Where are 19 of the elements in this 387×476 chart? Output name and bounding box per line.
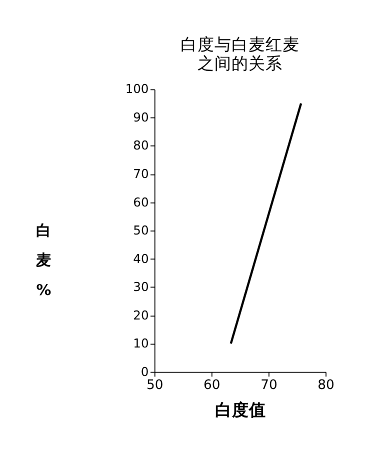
y-tick-label: 60 [133,195,149,210]
y-tick-label: 30 [133,280,149,294]
x-tick-label: 70 [260,378,278,393]
y-tick-label: 70 [133,167,149,182]
y-tick-label: 20 [133,308,149,322]
y-tick-label: 80 [133,138,149,153]
chart-title: 白度与白麦红麦 [180,34,300,54]
y-tick-label: 0 [140,364,149,379]
y-tick-label: 10 [133,336,149,351]
x-tick-label: 60 [204,378,220,393]
chart-subtitle: 之间的关系 [198,54,283,74]
x-tick-label: 50 [146,378,164,393]
x-axis-title: 白度值 [214,400,266,420]
y-tick-label: 50 [133,224,149,238]
y-axis-title: 白麦% [35,221,52,300]
y-tick-label: 40 [133,252,149,266]
y-tick-label: 100 [125,82,149,96]
x-tick-label: 80 [318,378,334,393]
y-tick-label: 90 [133,110,149,124]
